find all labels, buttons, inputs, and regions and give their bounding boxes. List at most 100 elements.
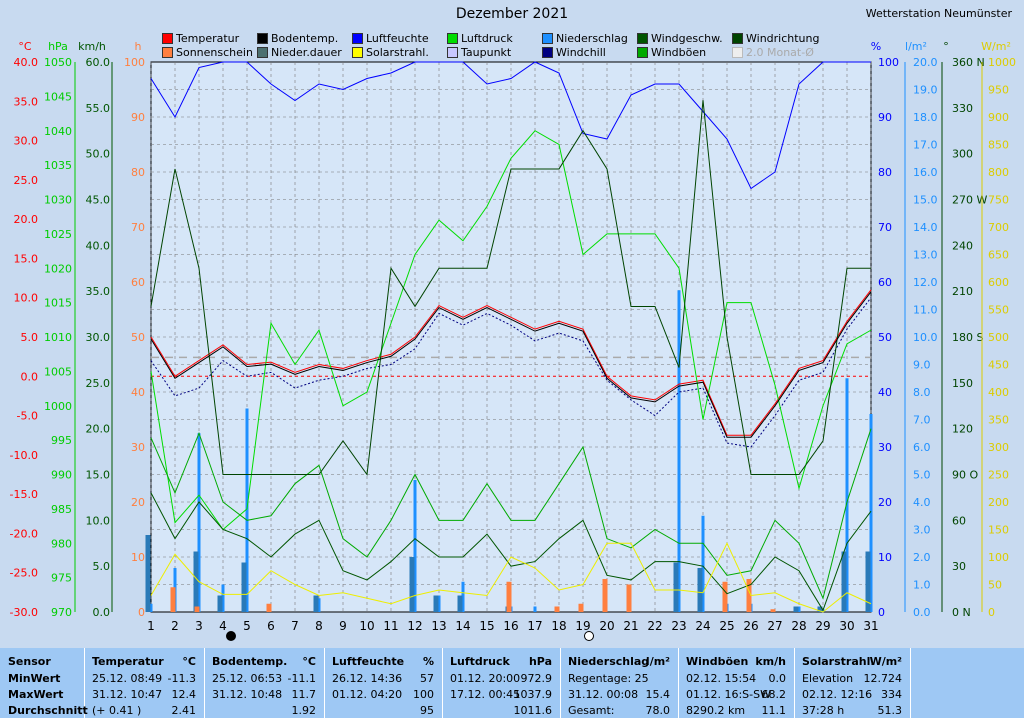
axis-tick-hpa: 995 <box>51 434 72 447</box>
stats-unit: km/h <box>755 655 786 668</box>
x-tick-label: 2 <box>171 619 179 633</box>
bar-niederschlag <box>197 433 201 612</box>
axis-tick-kmh: 45.0 <box>86 194 111 207</box>
axis-tick-h: 60 <box>131 276 145 289</box>
bar-niederdauer <box>817 606 823 612</box>
legend-swatch <box>447 33 458 44</box>
axis-tick-pct: 0 <box>878 606 885 619</box>
station-name: Wetterstation Neumünster <box>865 7 1012 20</box>
stats-value: 95 <box>420 704 434 717</box>
x-tick-label: 30 <box>839 619 854 633</box>
axis-tick-wm2: 100 <box>988 551 1009 564</box>
legend-item: Nieder.dauer <box>257 46 342 59</box>
stats-value: 11.1 <box>761 704 787 717</box>
axis-tick-deg: 210 <box>952 285 973 298</box>
bar-niederdauer <box>697 568 703 612</box>
stats-row-label: 37:28 h <box>802 704 845 717</box>
axis-tick-wm2: 950 <box>988 84 1009 97</box>
axis-tick-temp: 10.0 <box>14 292 39 305</box>
legend-label: Windgeschw. <box>651 32 723 45</box>
stats-row-label: MaxWert <box>8 688 64 701</box>
axis-tick-lm2: 13.0 <box>913 249 938 262</box>
legend-item: Niederschlag <box>542 32 628 45</box>
axis-unit-temp: °C <box>18 40 32 53</box>
axis-tick-h: 30 <box>131 441 145 454</box>
stats-column: Temperatur °C 25.12. 08:49 -11.3 31.12. 10:4… <box>84 648 205 718</box>
stats-row-label: 26.12. 14:36 <box>332 672 403 685</box>
axis-tick-temp: 35.0 <box>14 95 39 108</box>
axis-tick-lm2: 10.0 <box>913 331 938 344</box>
bar-niederschlag <box>413 480 417 612</box>
axis-unit-deg: ° <box>943 40 949 53</box>
bar-niederdauer <box>409 557 415 612</box>
axis-tick-h: 80 <box>131 166 145 179</box>
bar-niederschlag <box>437 595 441 612</box>
axis-unit-kmh: km/h <box>78 40 106 53</box>
x-tick-label: 24 <box>695 619 710 633</box>
stats-row-label: 01.12. 04:20 <box>332 688 403 701</box>
legend-item: Solarstrahl. <box>352 46 429 59</box>
stats-column: Solarstrahl. W/m² Elevation 12.724 02.12. 12… <box>794 648 911 718</box>
axis-tick-temp: -20.0 <box>10 527 38 540</box>
bar-niederdauer <box>193 551 199 612</box>
axis-tick-lm2: 7.0 <box>913 414 931 427</box>
x-tick-label: 29 <box>815 619 830 633</box>
axis-tick-wm2: 350 <box>988 414 1009 427</box>
bar-niederschlag <box>245 408 249 612</box>
bar-sonnenschein <box>722 581 728 612</box>
axis-tick-lm2: 2.0 <box>913 551 931 564</box>
bar-niederdauer <box>457 595 463 612</box>
stats-value: 68.2 <box>761 688 787 701</box>
legend-swatch <box>542 33 553 44</box>
legend-swatch <box>352 47 363 58</box>
stats-unit: °C <box>302 655 316 668</box>
axis-tick-kmh: 20.0 <box>86 423 111 436</box>
stats-header: Bodentemp. <box>212 655 288 668</box>
bar-niederschlag <box>533 606 537 612</box>
axis-tick-wm2: 500 <box>988 331 1009 344</box>
stats-row-label: 02.12. 15:54 <box>686 672 757 685</box>
legend-item: Sonnenschein <box>162 46 253 59</box>
stats-row-label: 25.12. 08:49 <box>92 672 163 685</box>
axis-tick-wm2: 50 <box>988 579 1002 592</box>
axis-tick-wm2: 850 <box>988 139 1009 152</box>
axis-tick-temp: 15.0 <box>14 252 39 265</box>
x-tick-label: 13 <box>431 619 446 633</box>
stats-row-label: Regentage: 25 <box>568 672 649 685</box>
stats-value: 100 <box>413 688 434 701</box>
axis-tick-temp: 25.0 <box>14 174 39 187</box>
axis-tick-wm2: 750 <box>988 194 1009 207</box>
axis-tick-lm2: 11.0 <box>913 304 938 317</box>
axis-unit-wm2: W/m² <box>981 40 1011 53</box>
axis-tick-wm2: 900 <box>988 111 1009 124</box>
stats-value: 1011.6 <box>513 704 553 717</box>
x-tick-label: 6 <box>267 619 275 633</box>
bar-sonnenschein <box>554 606 560 612</box>
series-luftfeuchte <box>150 61 871 190</box>
legend-label: Sonnenschein <box>176 46 253 59</box>
bar-niederdauer <box>841 551 847 612</box>
stats-value: 334 <box>881 688 902 701</box>
axis-tick-deg: 270 W <box>952 194 987 207</box>
axis-tick-kmh: 5.0 <box>93 560 111 573</box>
axis-tick-temp: -5.0 <box>17 410 38 423</box>
stats-value: 1037.9 <box>513 688 553 701</box>
axis-tick-kmh: 50.0 <box>86 148 111 161</box>
axis-tick-lm2: 0.0 <box>913 606 931 619</box>
axis-tick-kmh: 25.0 <box>86 377 111 390</box>
axis-tick-pct: 30 <box>878 441 892 454</box>
legend-swatch <box>162 33 173 44</box>
axis-tick-lm2: 8.0 <box>913 386 931 399</box>
stats-unit: °C <box>182 655 196 668</box>
axis-tick-wm2: 450 <box>988 359 1009 372</box>
axis-tick-wm2: 1000 <box>988 56 1016 69</box>
x-tick-label: 21 <box>623 619 638 633</box>
axis-tick-lm2: 1.0 <box>913 579 931 592</box>
stats-header: Luftdruck <box>450 655 510 668</box>
bar-niederdauer <box>793 606 799 612</box>
axis-tick-temp: 40.0 <box>14 56 39 69</box>
axis-tick-wm2: 400 <box>988 386 1009 399</box>
axis-tick-h: 90 <box>131 111 145 124</box>
stats-value: 51.3 <box>877 704 903 717</box>
bar-sonnenschein <box>746 579 752 612</box>
